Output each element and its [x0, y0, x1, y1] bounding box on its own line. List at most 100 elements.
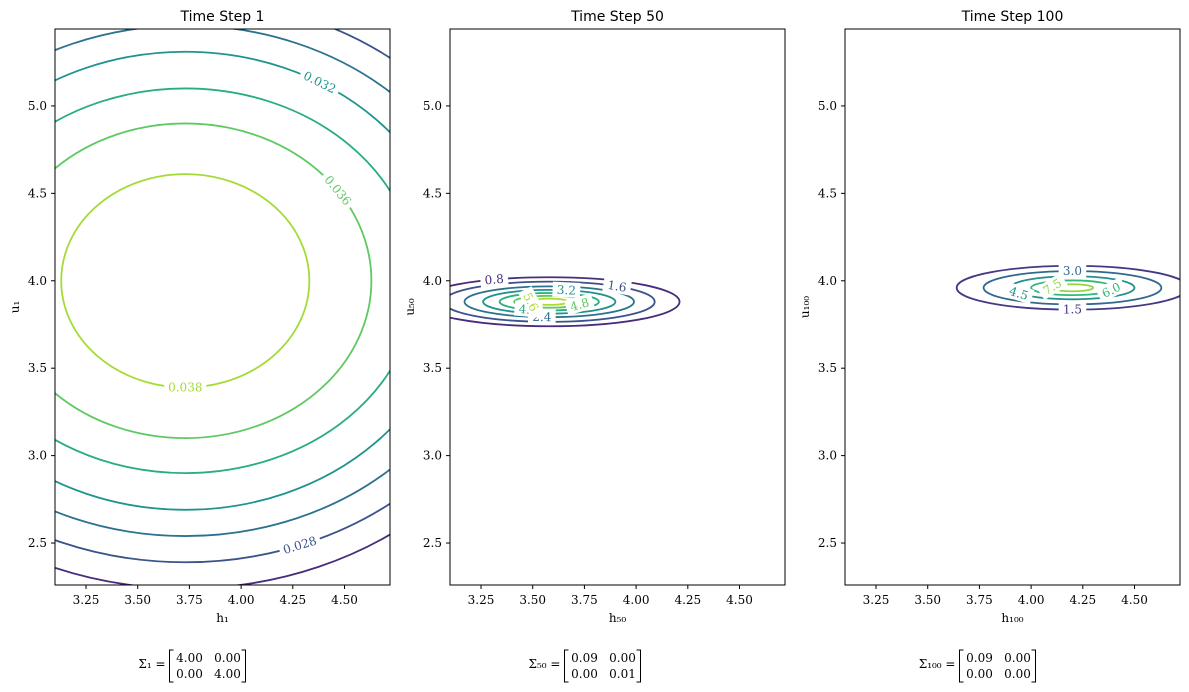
y-tick-label: 3.0: [423, 449, 442, 463]
x-tick-label: 3.25: [468, 593, 495, 607]
y-tick-label: 3.0: [818, 449, 837, 463]
sigma-name: Σ₁₀₀ =: [919, 657, 956, 671]
sigma-matrix: Σ₅₀ = 0.09 0.00 0.00 0.01: [529, 649, 641, 683]
sigma-entry: 0.00: [1004, 667, 1031, 681]
x-tick-label: 3.75: [966, 593, 993, 607]
x-tick-label: 4.00: [228, 593, 255, 607]
y-tick-label: 3.5: [28, 361, 47, 375]
y-tick-label: 3.5: [818, 361, 837, 375]
subplot-title: Time Step 100: [961, 9, 1064, 25]
x-tick-label: 3.25: [863, 593, 890, 607]
contour-labels: 0.81.62.43.24.04.85.6: [479, 270, 632, 325]
contour-label-0.8: 0.8: [479, 270, 509, 288]
sigma-entry: 4.00: [176, 651, 203, 665]
y-tick-label: 2.5: [28, 536, 47, 550]
axes-frame: [844, 28, 1181, 586]
subplot-title: Time Step 1: [180, 9, 265, 25]
svg-text:0.036: 0.036: [321, 173, 354, 208]
contour-level-0.032: [55, 50, 390, 511]
x-tick-label: 4.25: [279, 593, 306, 607]
x-tick-label: 3.25: [73, 593, 100, 607]
y-tick-label: 2.5: [423, 536, 442, 550]
left-bracket: [169, 649, 174, 683]
y-tick-label: 5.0: [28, 99, 47, 113]
sigma-entry: 0.00: [966, 667, 993, 681]
y-tick-label: 4.5: [818, 186, 837, 200]
y-tick-label: 4.5: [28, 186, 47, 200]
svg-text:0.032: 0.032: [301, 69, 338, 97]
axes-frame: [449, 28, 786, 586]
sigma-name: Σ₁ =: [138, 657, 165, 671]
x-tick-label: 4.50: [1121, 593, 1148, 607]
contour-label-0.032: 0.032: [297, 65, 343, 98]
y-tick-label: 5.0: [818, 99, 837, 113]
svg-text:0.8: 0.8: [484, 272, 504, 288]
contour-label-3.2: 3.2: [552, 281, 581, 298]
x-tick-label: 4.25: [674, 593, 701, 607]
y-tick-label: 3.0: [28, 449, 47, 463]
sigma-entry: 0.09: [571, 651, 598, 665]
x-tick-label: 4.00: [1018, 593, 1045, 607]
x-axis-label: h₅₀: [609, 611, 627, 625]
sigma-entry: 4.00: [214, 667, 241, 681]
x-tick-label: 3.50: [519, 593, 546, 607]
contour-lines: [55, 29, 390, 585]
svg-text:3.0: 3.0: [1063, 264, 1082, 278]
y-tick-label: 4.0: [423, 274, 442, 288]
subplot-title: Time Step 50: [570, 9, 664, 25]
svg-text:1.5: 1.5: [1063, 303, 1082, 317]
sigma-entry: 0.09: [966, 651, 993, 665]
subplot-3: 1.53.04.5 6.07.53.25 3.50 3.75 4.00 4.25 4.502…: [798, 9, 1181, 683]
y-axis-label: u₅₀: [403, 298, 417, 316]
contour-label-6.0: 6.0: [1095, 277, 1127, 303]
svg-text:0.028: 0.028: [281, 534, 318, 557]
left-bracket: [564, 649, 569, 683]
contour-level-0.028: [55, 29, 390, 564]
x-tick-label: 3.75: [571, 593, 598, 607]
x-axis-label: h₁: [216, 611, 229, 625]
contour-label-4.8: 4.8: [564, 293, 595, 316]
contour-label-1.6: 1.6: [602, 276, 632, 296]
sigma-entry: 0.00: [571, 667, 598, 681]
contour-label-3.0: 3.0: [1058, 263, 1087, 279]
contour-label-1.5: 1.5: [1058, 301, 1087, 317]
x-axis-label: h₁₀₀: [1001, 611, 1023, 625]
sigma-entry: 0.00: [176, 667, 203, 681]
svg-text:4.8: 4.8: [569, 295, 591, 314]
svg-text:1.6: 1.6: [607, 278, 628, 295]
x-tick-label: 3.50: [124, 593, 151, 607]
x-tick-label: 4.00: [623, 593, 650, 607]
contour-level-0.038: [60, 173, 311, 389]
y-tick-label: 4.5: [423, 186, 442, 200]
contour-label-4.5: 4.5: [1003, 281, 1035, 305]
right-bracket: [241, 649, 246, 683]
svg-text:0.038: 0.038: [168, 380, 202, 394]
y-tick-label: 3.5: [423, 361, 442, 375]
contour-level-0.036: [55, 122, 373, 439]
sigma-entry: 0.01: [609, 667, 636, 681]
x-tick-label: 4.25: [1069, 593, 1096, 607]
contour-level-0.026: [55, 533, 390, 585]
contour-label-0.038: 0.038: [164, 379, 207, 395]
x-tick-label: 3.75: [176, 593, 203, 607]
y-tick-label: 4.0: [818, 274, 837, 288]
svg-text:4.5: 4.5: [1008, 284, 1030, 303]
y-tick-label: 4.0: [28, 274, 47, 288]
sigma-name: Σ₅₀ =: [529, 657, 561, 671]
sigma-matrix: Σ₁ = 4.00 0.00 0.00 4.00: [138, 649, 246, 683]
left-bracket: [959, 649, 964, 683]
y-tick-label: 2.5: [818, 536, 837, 550]
y-axis-label: u₁: [8, 301, 22, 314]
contour-level-0.030: [55, 29, 390, 537]
contour-level-0.034: [55, 87, 390, 474]
contour-level-0.8: [450, 276, 681, 328]
subplot-2: 0.81.62.43.24.04.85.63.253.503.754.004.2…: [403, 9, 786, 683]
axes-frame: [54, 28, 391, 586]
contour-labels: 0.038 0.036 0.032 0.028: [164, 65, 358, 559]
sigma-matrix: Σ₁₀₀ = 0.09 0.00 0.00 0.00: [919, 649, 1036, 683]
sigma-entry: 0.00: [1004, 651, 1031, 665]
x-tick-label: 3.50: [914, 593, 941, 607]
x-tick-label: 4.50: [331, 593, 358, 607]
right-bracket: [636, 649, 641, 683]
sigma-entry: 0.00: [609, 651, 636, 665]
